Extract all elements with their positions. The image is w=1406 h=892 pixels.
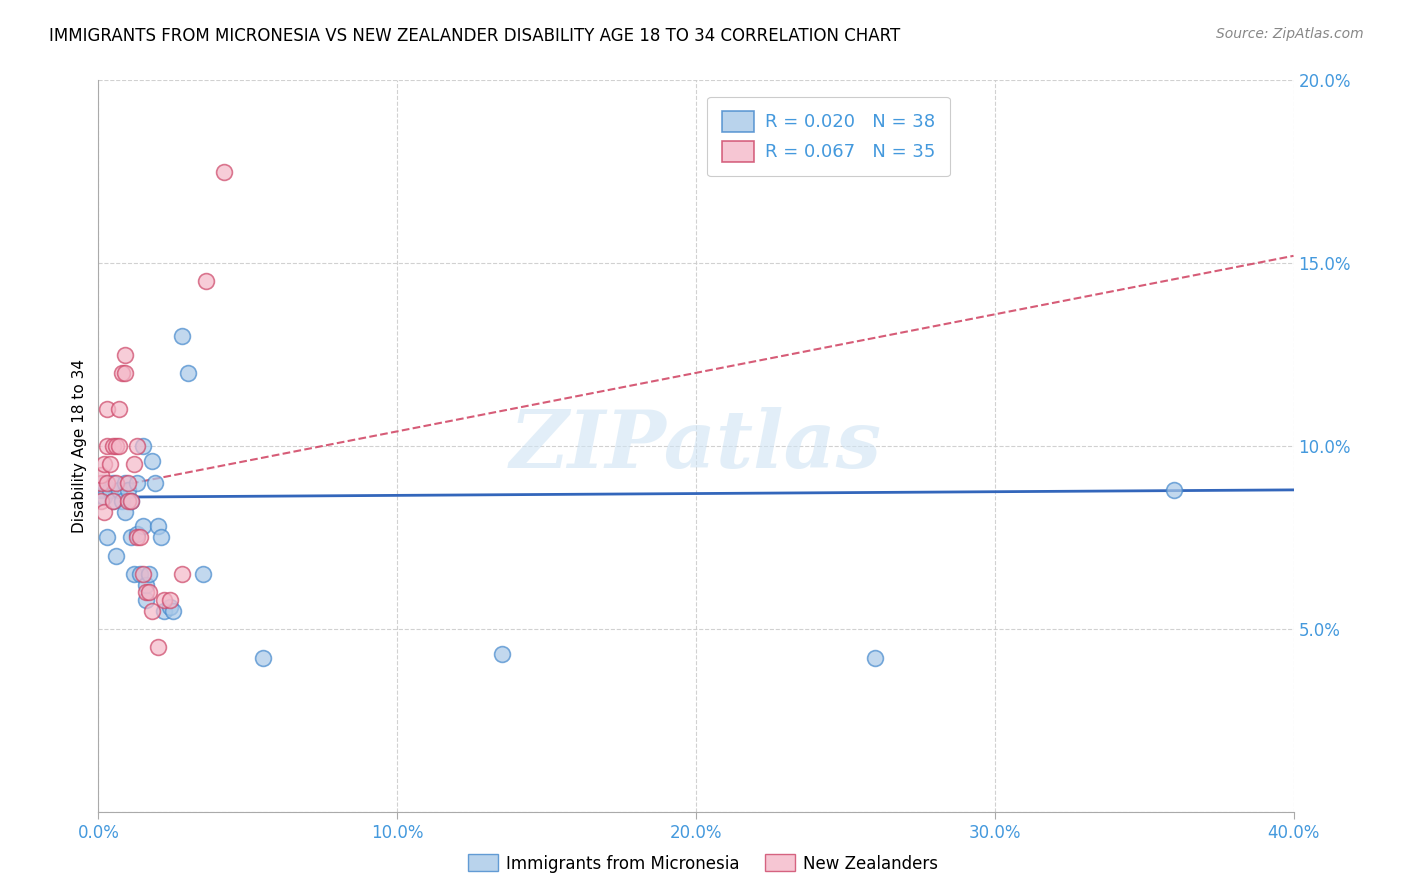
Point [120,530,142,544]
Point [252,651,274,665]
Point [93,490,115,504]
Point [212,164,235,178]
Point [105,475,128,490]
Point [117,475,139,490]
Point [141,603,163,617]
Text: IMMIGRANTS FROM MICRONESIA VS NEW ZEALANDER DISABILITY AGE 18 TO 34 CORRELATION : IMMIGRANTS FROM MICRONESIA VS NEW ZEALAN… [49,27,900,45]
Point [93,475,115,490]
Point [132,519,155,533]
Point [98,457,122,471]
Point [124,457,146,471]
Point [120,494,142,508]
Point [96,530,118,544]
Point [865,651,887,665]
Point [162,603,184,617]
Point [93,457,115,471]
Point [153,603,176,617]
Y-axis label: Disability Age 18 to 34: Disability Age 18 to 34 [72,359,87,533]
Point [90,468,112,483]
Point [191,567,214,582]
Point [114,347,136,362]
Point [96,402,118,417]
Point [172,329,194,343]
Point [111,494,134,508]
Point [105,439,128,453]
Point [103,475,125,490]
Legend: R = 0.020   N = 38, R = 0.067   N = 35: R = 0.020 N = 38, R = 0.067 N = 35 [707,96,950,177]
Legend: Immigrants from Micronesia, New Zealanders: Immigrants from Micronesia, New Zealande… [461,847,945,880]
Point [127,439,149,453]
Point [90,483,112,497]
Point [135,578,157,592]
Point [114,366,136,380]
Point [117,483,139,497]
Point [172,567,194,582]
Point [90,475,112,490]
Point [491,648,513,662]
Point [138,567,160,582]
Point [103,494,125,508]
Point [159,592,181,607]
Text: ZIPatlas: ZIPatlas [510,408,882,484]
Point [143,475,166,490]
Point [108,483,131,497]
Point [177,366,200,380]
Text: Source: ZipAtlas.com: Source: ZipAtlas.com [1216,27,1364,41]
Point [98,483,122,497]
Point [127,475,149,490]
Point [127,530,149,544]
Point [117,494,139,508]
Point [129,530,152,544]
Point [105,549,128,563]
Point [129,567,152,582]
Point [159,599,181,614]
Point [132,567,155,582]
Point [135,592,157,607]
Point [90,494,112,508]
Point [124,567,146,582]
Point [195,275,218,289]
Point [111,366,134,380]
Point [150,530,173,544]
Point [132,439,155,453]
Point [114,505,136,519]
Point [135,585,157,599]
Point [120,494,142,508]
Point [114,475,136,490]
Point [1163,483,1185,497]
Point [127,526,149,541]
Point [108,439,131,453]
Point [141,453,163,467]
Point [148,519,170,533]
Point [96,439,118,453]
Point [96,475,118,490]
Point [93,505,115,519]
Point [103,439,125,453]
Point [138,585,160,599]
Point [103,494,125,508]
Point [153,592,176,607]
Point [148,640,170,655]
Point [108,402,131,417]
